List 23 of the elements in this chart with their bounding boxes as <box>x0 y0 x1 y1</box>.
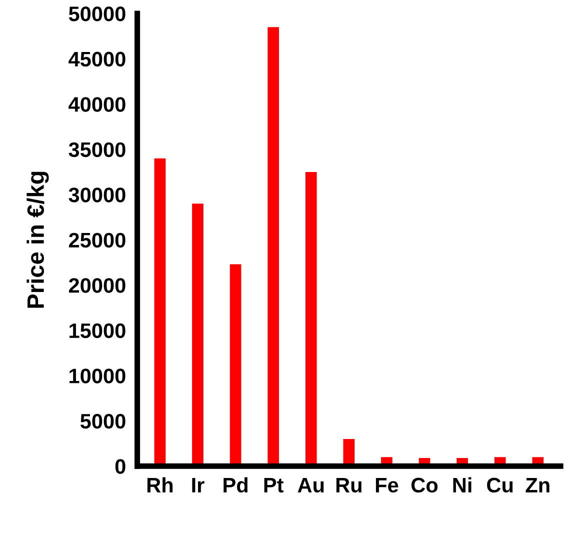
y-tick-label: 50000 <box>68 6 126 22</box>
x-tick-label: Fe <box>376 478 398 493</box>
x-tick-label: Pt <box>264 478 284 493</box>
x-tick-label: Ni <box>453 477 472 492</box>
y-axis-title: Price in €/kg <box>26 172 49 308</box>
y-tick-label: 15000 <box>70 323 126 338</box>
x-tick-label: Co <box>411 478 438 493</box>
y-tick-label: 35000 <box>68 142 126 158</box>
x-tick-label: Ir <box>192 478 204 492</box>
y-tick-label: 45000 <box>68 52 126 67</box>
x-tick-label: Au <box>298 478 324 493</box>
x-tick-label: Zn <box>526 478 550 492</box>
y-tick-label: 25000 <box>68 232 126 248</box>
y-tick-label: 20000 <box>68 278 126 293</box>
x-tick-label: Rh <box>147 477 173 492</box>
x-tick-label: Pd <box>224 477 248 493</box>
y-tick-label: 10000 <box>70 368 126 384</box>
y-tick-label: 5000 <box>80 414 126 429</box>
x-tick-label: Cu <box>487 478 513 493</box>
y-tick-label: 30000 <box>68 188 126 202</box>
y-tick-label: 0 <box>115 459 126 474</box>
x-tick-label: Ru <box>336 478 362 493</box>
y-tick-label: 40000 <box>68 97 126 112</box>
